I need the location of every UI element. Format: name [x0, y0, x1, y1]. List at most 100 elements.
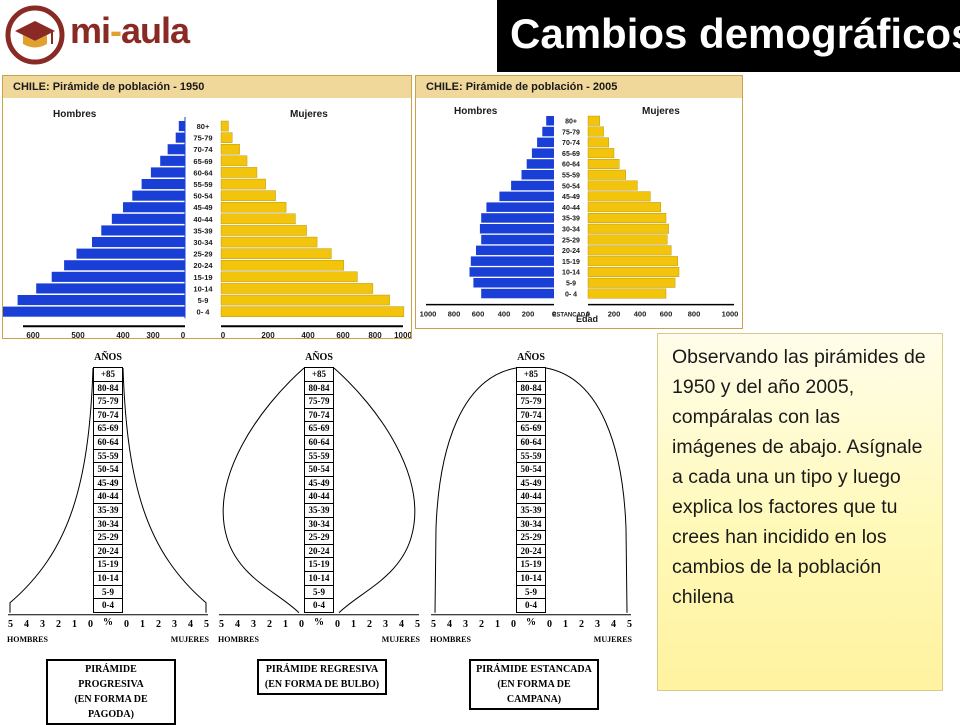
- age-cell: 0-4: [516, 598, 546, 613]
- age-cell: 80-84: [93, 380, 123, 396]
- instruction-text: Observando las pirámides de 1950 y del a…: [672, 346, 926, 608]
- tick-label: 800: [368, 331, 382, 338]
- tick-label: 400: [634, 310, 647, 319]
- age-label: 15-19: [562, 259, 580, 266]
- women-bar: [587, 288, 667, 299]
- mujeres-label: MUJERES: [381, 634, 420, 644]
- women-bar: [587, 223, 669, 234]
- age-label: 60-64: [193, 168, 213, 177]
- women-bar: [587, 180, 638, 191]
- tick-label: 200: [608, 310, 621, 319]
- age-cell: 70-74: [93, 407, 123, 423]
- axis-tick: 3: [463, 618, 468, 630]
- women-bar: [220, 201, 287, 213]
- men-bar: [64, 260, 185, 271]
- pyramid-2005-chart: 80+ 75-79 70-74 65-69 60-64 55-59 50-54 45-49 40…: [420, 115, 738, 319]
- men-bar: [3, 306, 185, 317]
- tick-label: 0: [586, 310, 590, 319]
- age-cell: 20-24: [516, 543, 546, 559]
- age-cell: 45-49: [304, 475, 334, 491]
- tick-label: 200: [522, 310, 535, 319]
- men-bar: [546, 116, 554, 126]
- axis-tick: 5: [431, 618, 436, 630]
- age-cell: 70-74: [304, 407, 334, 423]
- men-bar: [486, 202, 554, 212]
- age-cell: 50-54: [304, 462, 334, 477]
- men-bar: [101, 225, 185, 236]
- axis-tick: 0: [88, 618, 93, 630]
- age-cell: +85: [93, 367, 123, 382]
- axis-tick: 3: [595, 618, 600, 630]
- age-cell: 55-59: [93, 448, 123, 464]
- age-cell: 70-74: [516, 407, 546, 423]
- men-bar: [521, 170, 554, 180]
- pyramid-type-label: PIRÁMIDE REGRESIVA (EN FORMA DE BULBO): [257, 658, 387, 695]
- pagoda-pyramid-diagram: AÑOS +85 80-84 75-79 70-74 65-69 60-64 55-59 50-…: [5, 342, 215, 725]
- pyramid-type-line1: PIRÁMIDE REGRESIVA: [265, 663, 379, 675]
- graduation-cap-icon: [5, 5, 65, 65]
- women-bar: [220, 283, 374, 294]
- men-bar: [111, 213, 185, 224]
- pyramid-1950-heading: CHILE: Pirámide de población - 1950: [3, 76, 411, 98]
- pyramid-type-line2: (EN FORMA DE PAGODA): [74, 693, 148, 720]
- men-bar: [481, 234, 554, 245]
- men-bar: [499, 191, 554, 202]
- pyramid-1950-women-label: Mujeres: [290, 109, 328, 120]
- tick-label: 500: [71, 331, 85, 338]
- pyramid-2005-heading: CHILE: Pirámide de población - 2005: [416, 76, 742, 98]
- women-bar: [587, 137, 609, 148]
- axis-tick: 1: [72, 618, 77, 630]
- tick-label: 400: [498, 310, 511, 319]
- women-bar: [220, 236, 318, 248]
- brand-dash: -: [110, 10, 122, 51]
- men-bar: [36, 283, 186, 294]
- men-bar: [542, 126, 554, 137]
- age-label: 75-79: [193, 134, 212, 143]
- axis-tick: 2: [267, 618, 272, 630]
- pyramid-curve: [9, 367, 207, 613]
- tick-label: 600: [660, 310, 673, 319]
- women-bar: [587, 266, 680, 277]
- age-label: 40-44: [193, 215, 213, 224]
- shape-outline: [431, 367, 631, 616]
- pyramid-2005-edad-label: Edad: [576, 314, 599, 324]
- age-cell: +85: [516, 367, 546, 382]
- women-bar: [220, 132, 233, 143]
- men-bar: [141, 179, 185, 190]
- age-cell: 40-44: [516, 489, 546, 504]
- men-bar: [76, 248, 185, 259]
- age-label: 0- 4: [197, 308, 211, 317]
- age-cell: 5-9: [516, 584, 546, 600]
- page-title: Cambios demográficos: [510, 10, 960, 57]
- age-cell: 20-24: [93, 543, 123, 559]
- tick-label: 0: [552, 310, 556, 319]
- age-cell: 15-19: [304, 557, 334, 572]
- bulb-pyramid-diagram: AÑOS +85 80-84 75-79 70-74 65-69 60-64 55-59 50-…: [216, 342, 426, 702]
- percent-label: %: [103, 616, 113, 628]
- axis-tick: 4: [235, 618, 240, 630]
- tick-label: 300: [146, 331, 160, 338]
- age-cell: 35-39: [516, 503, 546, 518]
- men-bar: [123, 202, 185, 213]
- age-cell: 35-39: [93, 503, 123, 518]
- axis-tick: 4: [188, 618, 193, 630]
- age-label: 20-24: [562, 248, 580, 255]
- shape-outline: [8, 367, 208, 616]
- pyramid-2005-women-label: Mujeres: [642, 106, 680, 117]
- men-bar: [51, 271, 186, 282]
- age-cell: 45-49: [516, 475, 546, 491]
- title-banner: [497, 0, 960, 72]
- pyramid-2005-men-label: Hombres: [454, 106, 498, 117]
- men-bar: [160, 155, 185, 166]
- age-label: 50-54: [193, 192, 213, 201]
- age-cell: +85: [304, 367, 334, 382]
- age-cell: 65-69: [516, 421, 546, 436]
- axis-tick: 2: [56, 618, 61, 630]
- tick-label: 400: [116, 331, 130, 338]
- age-label: 10-14: [193, 284, 213, 293]
- age-label: 25-29: [562, 237, 580, 244]
- age-cell: 50-54: [93, 462, 123, 477]
- pyramid-1950-chart: 80+ 75-79 70-74 65-69 60-64 55-59 50-54 45-49 40…: [3, 117, 411, 338]
- age-cell: 75-79: [516, 394, 546, 409]
- women-bar: [587, 212, 667, 223]
